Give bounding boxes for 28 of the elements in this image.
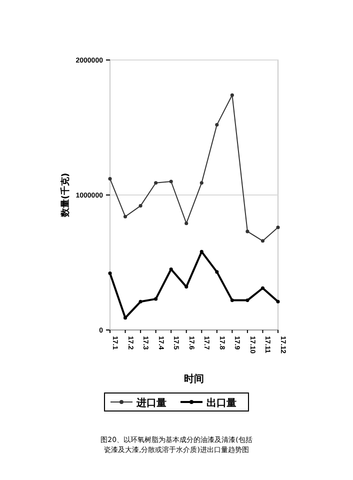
point [184,285,188,289]
point [138,300,142,304]
point [260,286,265,290]
x-axis-title: 时间 [184,373,204,385]
point [154,297,158,301]
point [154,181,158,185]
point [246,230,250,234]
point [138,204,142,208]
legend-label: 出口量 [206,397,236,409]
point [260,239,265,243]
point [169,180,173,184]
legend-label: 进口量 [136,397,166,409]
point [184,222,188,226]
point [123,214,128,218]
point [108,177,112,181]
line-series [108,250,280,320]
point [246,298,250,302]
point [230,93,234,97]
point [200,250,204,254]
point [215,270,219,274]
y-axis-title: 数量(千克) [60,172,71,218]
point [108,272,112,276]
point [276,226,280,230]
point [123,316,128,320]
point [230,298,234,302]
point [200,181,204,185]
point [215,123,219,127]
point [276,300,280,304]
